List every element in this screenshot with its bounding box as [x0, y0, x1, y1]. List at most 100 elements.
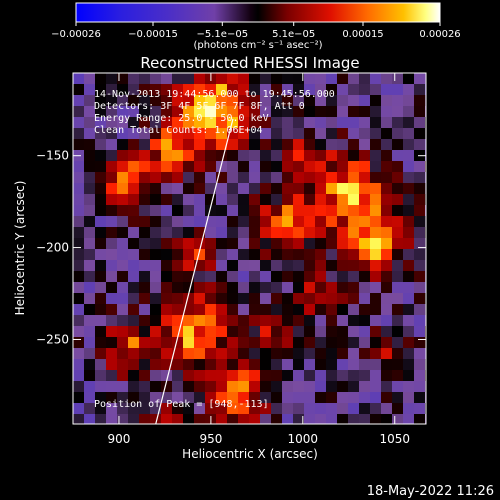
- heatmap-cell: [293, 392, 305, 404]
- heatmap-cell: [337, 194, 349, 206]
- heatmap-cell: [359, 106, 371, 118]
- heatmap-cell: [282, 84, 294, 96]
- heatmap-cell: [227, 106, 239, 118]
- heatmap-cell: [392, 227, 404, 239]
- heatmap-cell: [106, 348, 118, 360]
- heatmap-cell: [414, 238, 426, 250]
- heatmap-cell: [293, 370, 305, 382]
- heatmap-cell: [172, 260, 184, 272]
- heatmap-cell: [315, 414, 327, 424]
- heatmap-cell: [139, 282, 151, 294]
- heatmap-cell: [348, 381, 360, 393]
- heatmap-cell: [139, 238, 151, 250]
- heatmap-cell: [315, 227, 327, 239]
- heatmap-cell: [414, 216, 426, 228]
- heatmap-cell: [227, 337, 239, 349]
- heatmap-cell: [95, 172, 107, 184]
- heatmap-cell: [271, 194, 283, 206]
- heatmap-cell: [326, 381, 338, 393]
- heatmap-cell: [271, 293, 283, 305]
- heatmap-cell: [106, 205, 118, 217]
- heatmap-cell: [370, 95, 382, 107]
- heatmap-cell: [392, 326, 404, 338]
- heatmap-cell: [414, 249, 426, 261]
- heatmap-cell: [106, 172, 118, 184]
- heatmap-cell: [282, 128, 294, 140]
- heatmap-cell: [381, 348, 393, 360]
- heatmap-cell: [139, 150, 151, 162]
- heatmap-cell: [216, 95, 228, 107]
- annotation-detectors: Detectors: 3F 4F 5F 6F 7F 8F, Att 0: [94, 101, 305, 112]
- heatmap-cell: [348, 304, 360, 316]
- heatmap-cell: [161, 315, 173, 327]
- heatmap-cell: [304, 128, 316, 140]
- heatmap-cell: [326, 84, 338, 96]
- heatmap-cell: [227, 183, 239, 195]
- heatmap-cell: [315, 381, 327, 393]
- heatmap-cell: [227, 227, 239, 239]
- heatmap-cell: [304, 216, 316, 228]
- heatmap-cell: [150, 249, 162, 261]
- heatmap-cell: [282, 227, 294, 239]
- heatmap-cell: [337, 172, 349, 184]
- colorbar: [75, 2, 441, 23]
- heatmap-cell: [227, 150, 239, 162]
- heatmap-cell: [293, 359, 305, 371]
- heatmap-cell: [403, 183, 415, 195]
- heatmap-cell: [161, 403, 173, 415]
- heatmap-cell: [304, 392, 316, 404]
- heatmap-cell: [216, 216, 228, 228]
- heatmap-cell: [150, 117, 162, 129]
- heatmap-cell: [249, 128, 261, 140]
- heatmap-cell: [381, 381, 393, 393]
- heatmap-cell: [205, 95, 217, 107]
- heatmap-cell: [238, 194, 250, 206]
- heatmap-cell: [414, 128, 426, 140]
- heatmap-cell: [128, 304, 140, 316]
- heatmap-cell: [84, 106, 96, 118]
- heatmap-cell: [194, 293, 206, 305]
- heatmap-cell: [194, 370, 206, 382]
- heatmap-cell: [414, 161, 426, 173]
- heatmap-cell: [172, 370, 184, 382]
- heatmap-cell: [216, 414, 228, 424]
- heatmap-cell: [249, 172, 261, 184]
- heatmap-cell: [128, 205, 140, 217]
- heatmap-cell: [271, 106, 283, 118]
- heatmap-cell: [381, 271, 393, 283]
- heatmap-cell: [403, 271, 415, 283]
- heatmap-cell: [381, 150, 393, 162]
- heatmap-cell: [95, 150, 107, 162]
- heatmap-cell: [106, 337, 118, 349]
- heatmap-cell: [370, 183, 382, 195]
- heatmap-cell: [95, 161, 107, 173]
- heatmap-cell: [106, 106, 118, 118]
- heatmap-cell: [128, 84, 140, 96]
- heatmap-cell: [315, 337, 327, 349]
- heatmap-cell: [414, 183, 426, 195]
- heatmap-cell: [161, 128, 173, 140]
- heatmap-cell: [381, 117, 393, 129]
- heatmap-cell: [106, 271, 118, 283]
- heatmap-cell: [128, 414, 140, 424]
- heatmap-cell: [381, 95, 393, 107]
- heatmap-cell: [392, 249, 404, 261]
- heatmap-cell: [205, 216, 217, 228]
- heatmap-cell: [315, 315, 327, 327]
- heatmap-cell: [238, 183, 250, 195]
- heatmap-cell: [172, 282, 184, 294]
- heatmap-cell: [205, 249, 217, 261]
- heatmap-cell: [106, 370, 118, 382]
- heatmap-cell: [238, 249, 250, 261]
- heatmap-cell: [249, 95, 261, 107]
- heatmap-cell: [73, 205, 85, 217]
- heatmap-cell: [172, 348, 184, 360]
- heatmap-cell: [194, 216, 206, 228]
- heatmap-cell: [260, 403, 272, 415]
- heatmap-cell: [95, 403, 107, 415]
- heatmap-cell: [381, 293, 393, 305]
- heatmap-cell: [381, 227, 393, 239]
- heatmap-cell: [315, 205, 327, 217]
- heatmap-cell: [260, 381, 272, 393]
- heatmap-cell: [425, 172, 426, 184]
